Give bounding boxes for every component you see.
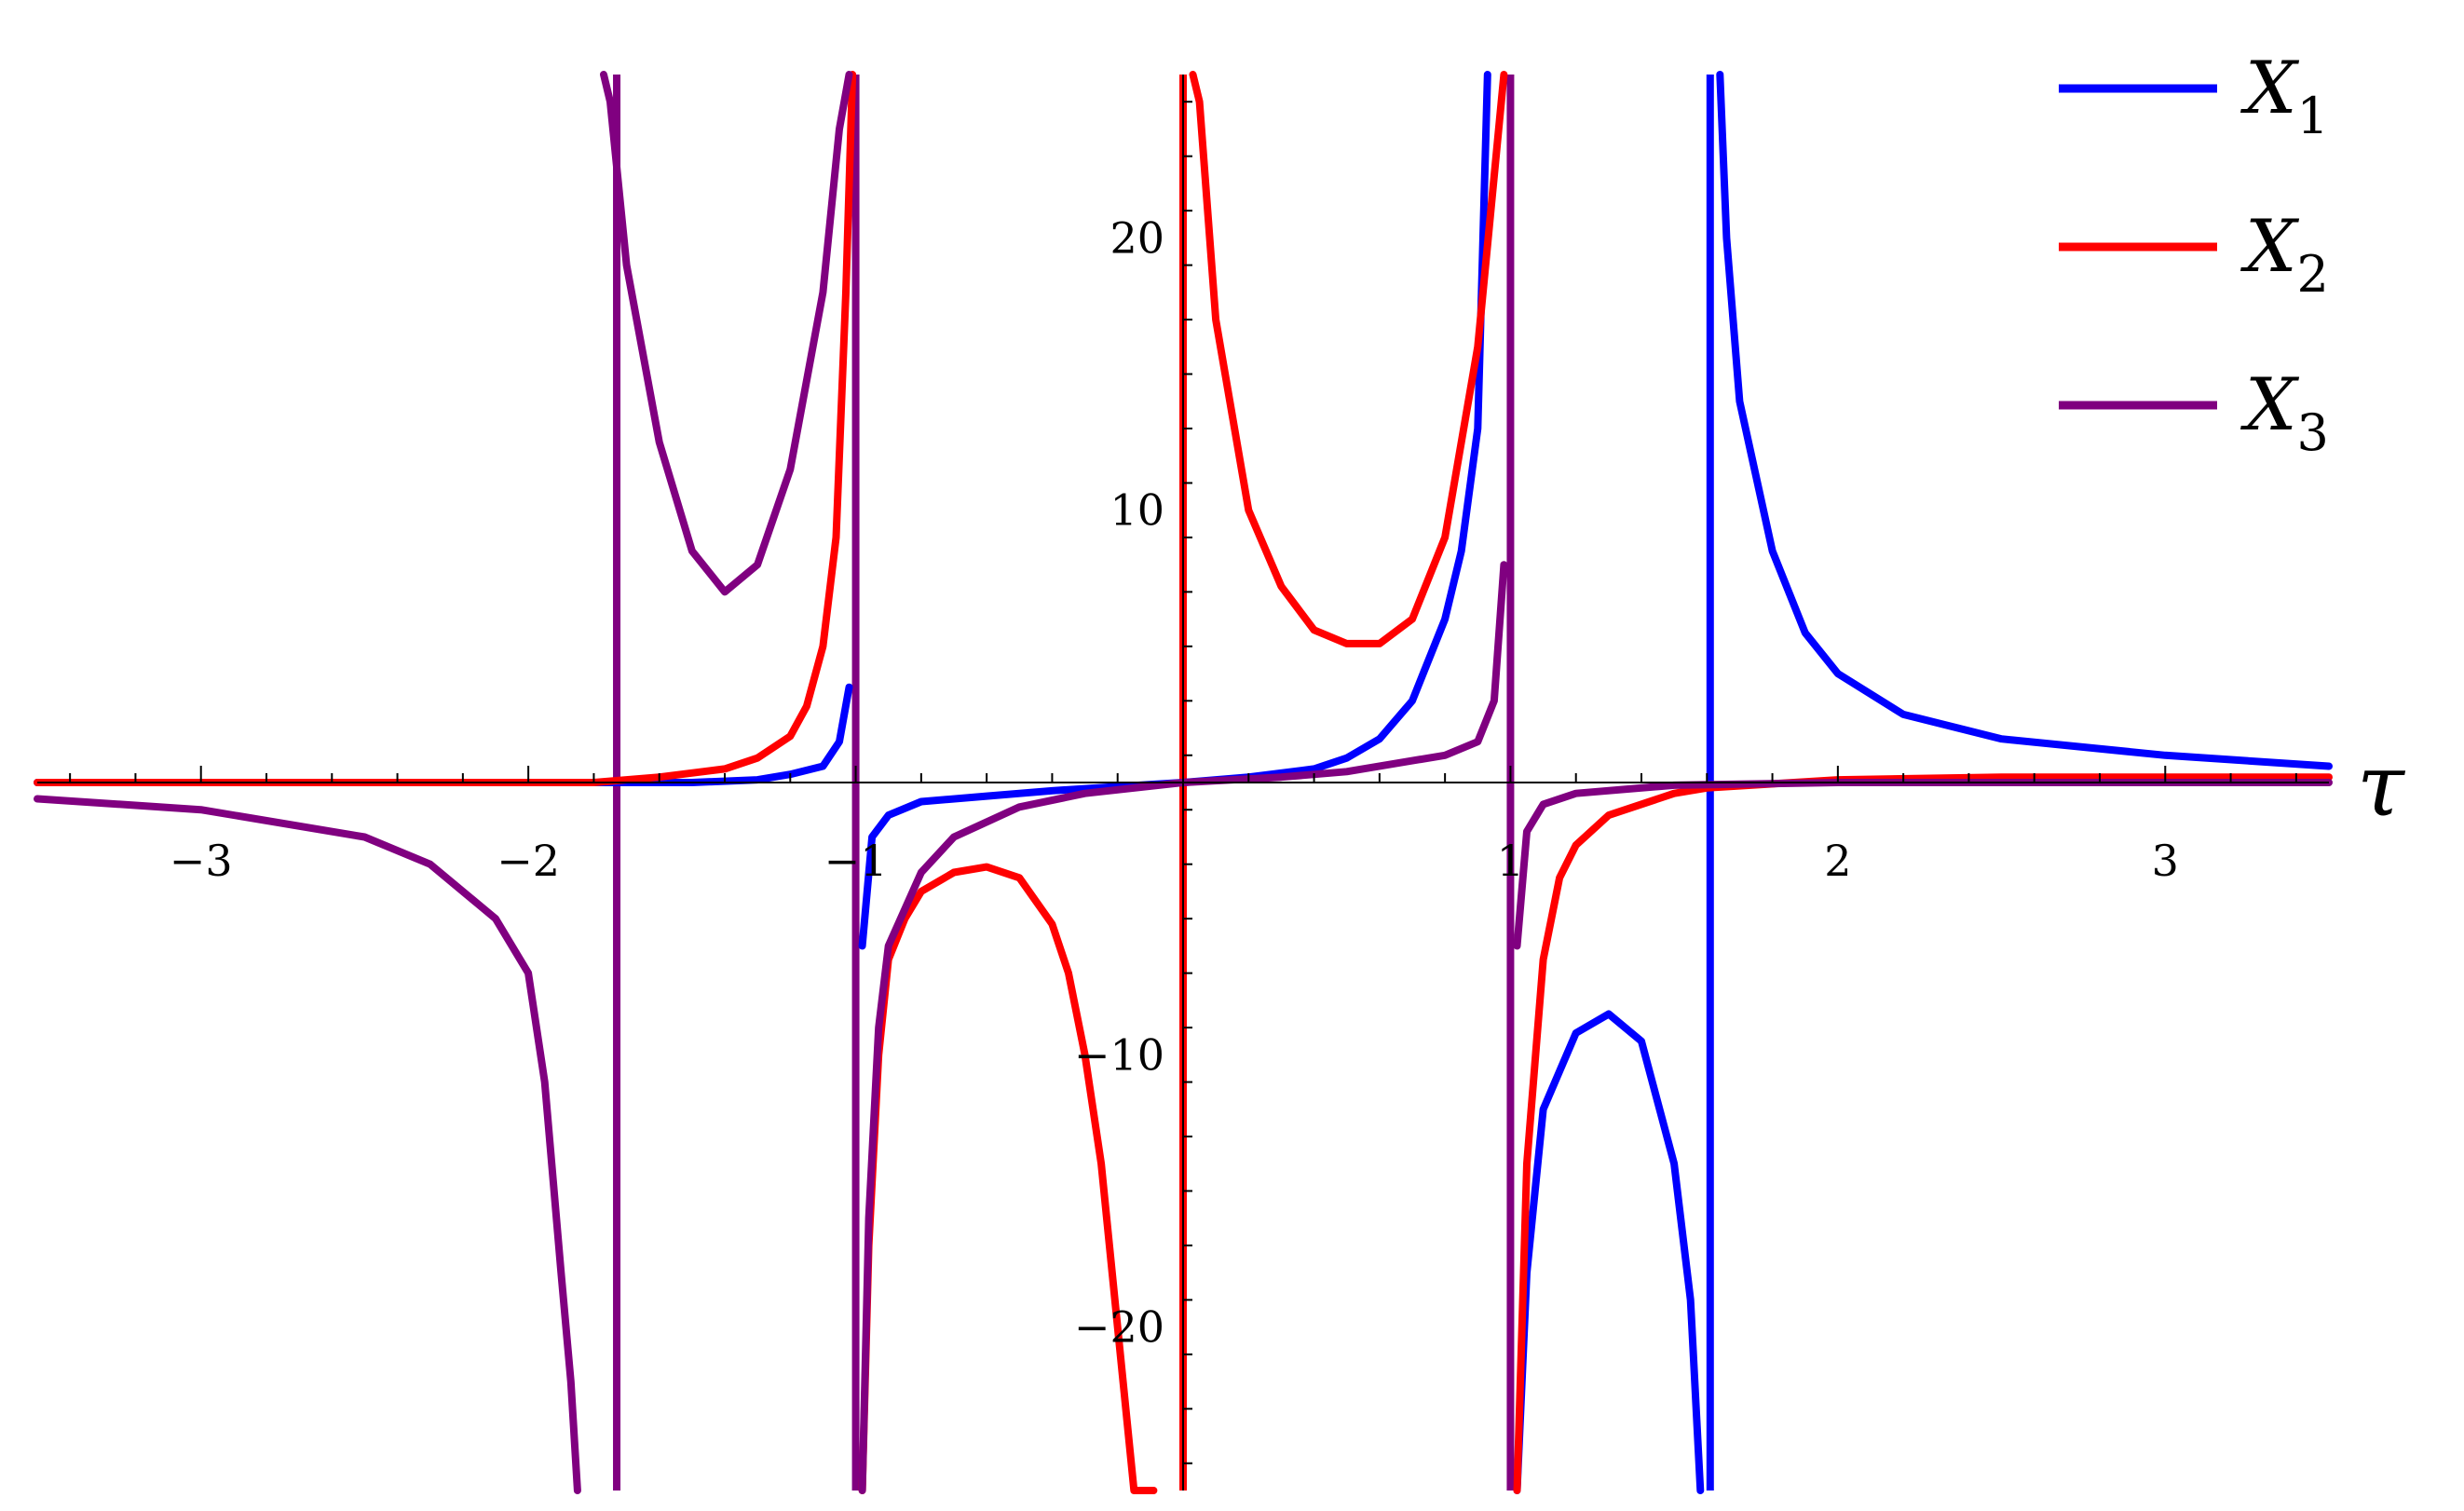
legend-label-subscript: 3 — [2297, 403, 2329, 462]
y-tick-label: −20 — [1074, 1302, 1164, 1353]
x-tick-label: −3 — [170, 836, 233, 886]
legend-label-base: X — [2239, 363, 2300, 447]
series-line-x2 — [34, 71, 857, 786]
x-tick-label: 3 — [2152, 836, 2179, 886]
x-axis-title: τ — [2357, 736, 2406, 836]
series-line-x2 — [1189, 71, 1508, 647]
series-line-x2 — [1513, 773, 2333, 1494]
legend-label-base: X — [2239, 205, 2300, 289]
legend-label-subscript: 1 — [2297, 87, 2329, 145]
legend-label-x2: X2 — [2239, 205, 2329, 304]
series-line-x3 — [858, 561, 1508, 1494]
legend-label-x1: X1 — [2239, 47, 2329, 145]
series-line-x1 — [858, 71, 1491, 950]
x-tick-label: 1 — [1497, 836, 1524, 886]
legend-label-subscript: 2 — [2297, 245, 2329, 304]
y-tick-label: −10 — [1074, 1029, 1164, 1080]
x-tick-label: −2 — [497, 836, 560, 886]
x-tick-label: −1 — [824, 836, 888, 886]
x-tick-label: 2 — [1824, 836, 1851, 886]
series-line-x3 — [34, 795, 581, 1494]
series-line-x1 — [1716, 71, 2333, 770]
legend-label-x3: X3 — [2239, 363, 2329, 462]
series-line-x3 — [600, 71, 853, 596]
legend-label-base: X — [2239, 47, 2300, 130]
tick-layer: −3 −2 −1 1 2 3 −20 −10 10 20 — [69, 101, 2297, 1464]
series-line-x2 — [858, 863, 1158, 1494]
series-line-x1 — [1513, 1010, 1705, 1494]
y-tick-label: 10 — [1109, 485, 1164, 536]
y-tick-label: 20 — [1109, 212, 1164, 263]
